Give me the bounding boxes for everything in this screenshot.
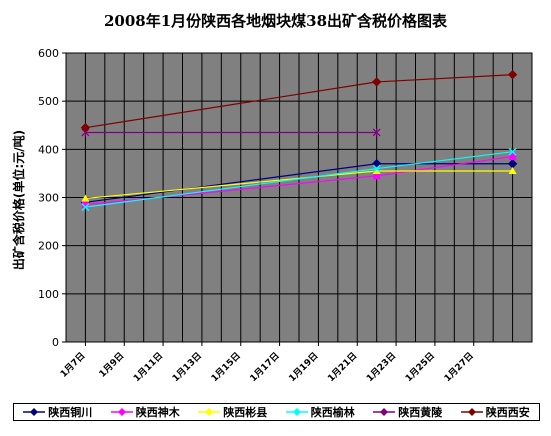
legend-item-1: 陕西神木 [110, 404, 180, 420]
legend-label-0: 陕西铜川 [48, 406, 93, 419]
y-tick-label: 400 [38, 143, 59, 156]
legend-swatch-4 [373, 408, 396, 416]
legend-swatch-1 [110, 408, 133, 416]
x-tick-label: 1月17日 [248, 350, 282, 384]
legend-item-3: 陕西榆林 [285, 404, 355, 420]
x-tick-label: 1月21日 [326, 350, 360, 384]
x-tick-label: 1月7日 [58, 350, 87, 379]
data-point-1 [509, 153, 517, 161]
y-tick-label: 500 [38, 95, 59, 108]
y-tick-label: 600 [38, 47, 59, 60]
x-tick-label: 1月15日 [209, 350, 243, 384]
data-point-2 [508, 167, 517, 175]
data-point-1 [81, 201, 89, 209]
x-tick-label: 1月9日 [97, 350, 126, 379]
y-tick-label: 200 [38, 240, 59, 253]
y-tick-label: 100 [38, 288, 59, 301]
y-tick-label: 0 [52, 336, 59, 349]
data-point-5 [80, 122, 91, 133]
x-tick-label: 1月13日 [170, 350, 204, 384]
legend-item-0: 陕西铜川 [23, 404, 92, 420]
legend-item-5: 陕西西安 [460, 404, 530, 420]
data-point-4 [372, 128, 381, 137]
data-point-2 [372, 167, 381, 175]
data-point-3 [372, 164, 381, 173]
legend-swatch-2 [198, 408, 221, 416]
legend-label-2: 陕西彬县 [223, 406, 268, 419]
data-point-5 [371, 77, 382, 87]
legend-label-4: 陕西黄陵 [398, 406, 443, 419]
legend-item-4: 陕西黄陵 [373, 404, 442, 420]
data-point-3 [81, 203, 90, 212]
legend: 陕西铜川 陕西神木 陕西彬县 陕西榆林 陕西黄陵 陕西西安 [13, 403, 540, 421]
x-tick-label: 1月25日 [403, 350, 437, 384]
legend-label-3: 陕西榆林 [310, 406, 355, 419]
x-tick-label: 1月11日 [131, 350, 165, 384]
x-tick-label: 1月19日 [287, 350, 321, 384]
legend-item-2: 陕西彬县 [198, 404, 267, 420]
data-point-5 [507, 69, 518, 80]
data-point-3 [508, 147, 517, 156]
x-tick-label: 1月27日 [442, 350, 476, 384]
y-tick-label: 300 [38, 192, 59, 205]
legend-label-1: 陕西神木 [135, 406, 180, 419]
legend-swatch-0 [23, 408, 46, 416]
legend-swatch-5 [460, 408, 483, 416]
legend-label-5: 陕西西安 [485, 406, 530, 419]
legend-swatch-3 [285, 408, 308, 416]
chart-title: 2008年1月份陕西各地烟块煤38出矿含税价格图表 [103, 12, 448, 30]
data-point-2 [81, 194, 90, 202]
x-tick-label: 1月23日 [364, 350, 398, 384]
data-point-1 [373, 172, 381, 180]
